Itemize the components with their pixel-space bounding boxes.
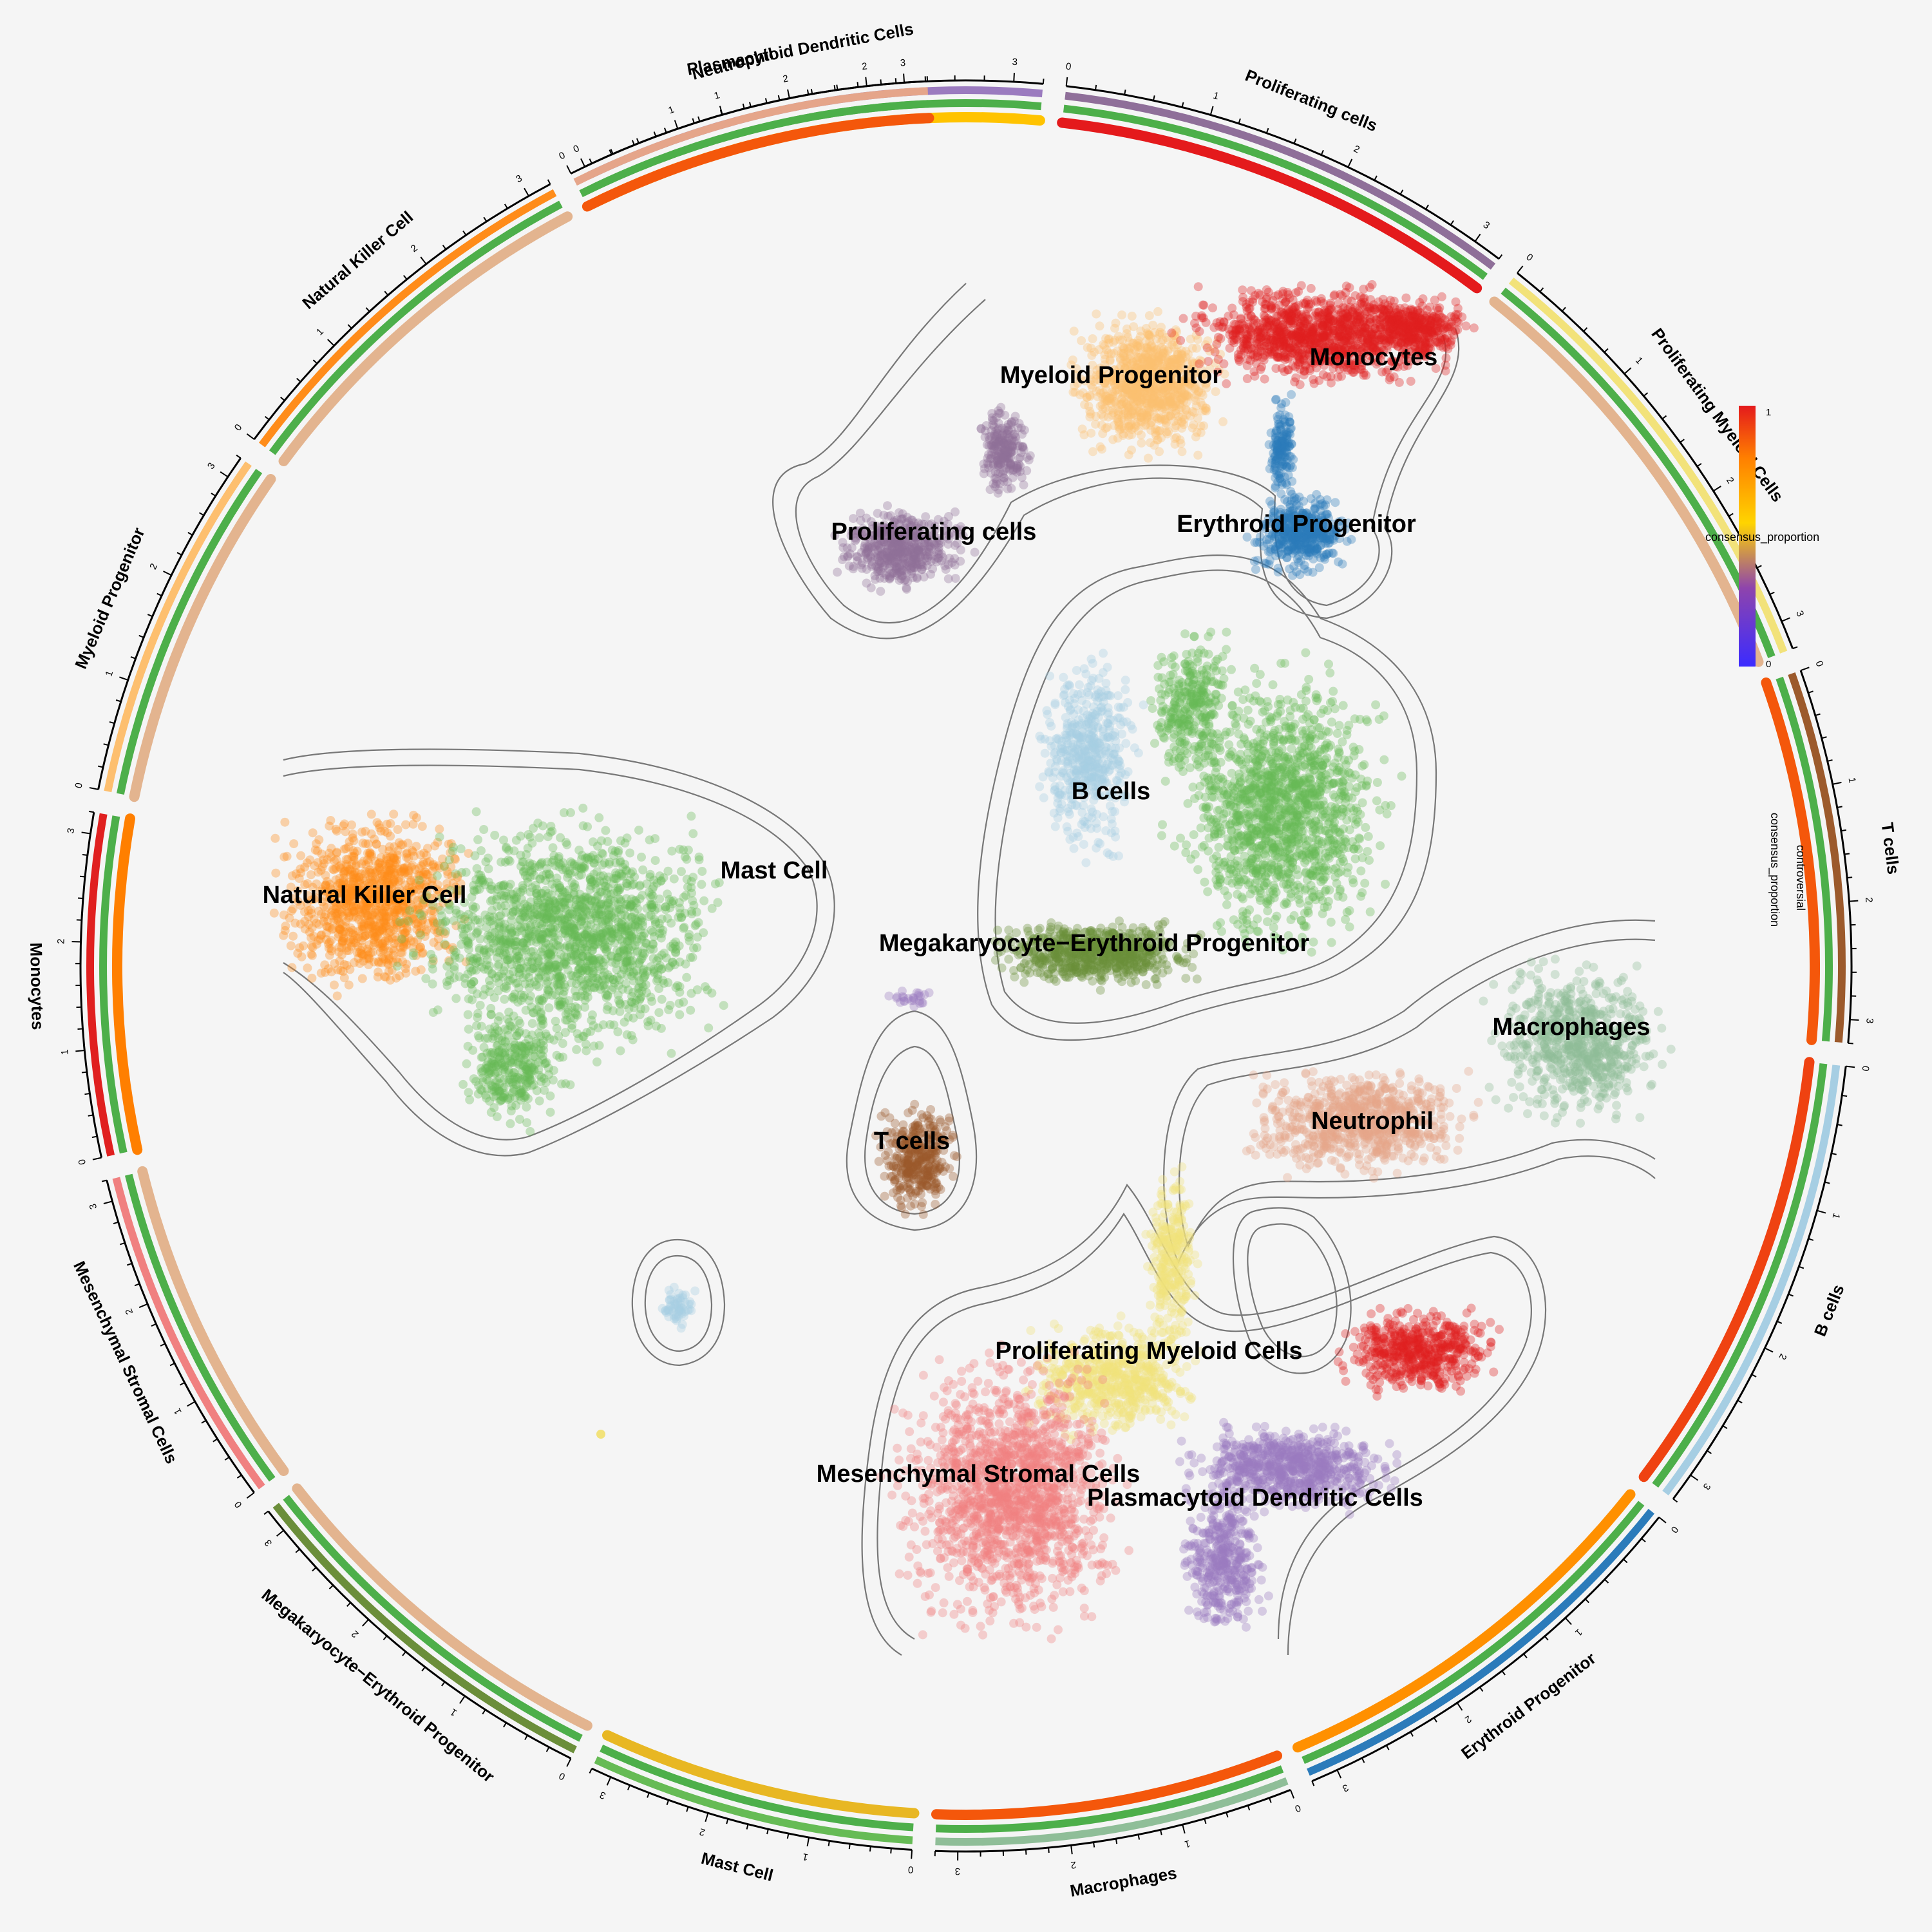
tick-label: 2 xyxy=(1863,897,1875,904)
cluster-mesenchymal-stromal-cells xyxy=(876,1340,1133,1643)
contour-line xyxy=(1232,1207,1352,1374)
cluster-proliferating-cells xyxy=(976,402,1035,498)
cluster-b-cells xyxy=(1035,649,1148,867)
label-plasmacytoid-dendritic-cells: Plasmacytoid Dendritic Cells xyxy=(1087,1484,1423,1511)
cluster-mast-cell xyxy=(1157,648,1406,957)
cluster-plasmacytoid-dendritic-cells xyxy=(1175,1417,1402,1519)
tick-label: 1 xyxy=(59,1049,71,1056)
label-proliferating-myeloid-cells: Proliferating Myeloid Cells xyxy=(995,1338,1302,1365)
contour-line xyxy=(283,748,835,1157)
legend-title: consensus_proportion xyxy=(1705,531,1819,544)
cluster-erythroid-progenitor xyxy=(1264,390,1298,506)
legend-tick-0: 0 xyxy=(1766,659,1771,670)
tick-label: 3 xyxy=(1012,57,1018,68)
track-label-consensus: consensus_proportion xyxy=(1768,813,1781,927)
track-label-controversial: controversial xyxy=(1794,845,1807,911)
cluster-myeloid-progenitor xyxy=(1066,307,1229,463)
contour-line xyxy=(846,1010,978,1231)
contour-line xyxy=(283,764,818,1141)
contour-line xyxy=(864,1045,960,1215)
label-macrophages: Macrophages xyxy=(1493,1014,1651,1041)
label-proliferating-cells: Proliferating cells xyxy=(831,518,1037,545)
tick-label: 0 xyxy=(77,1158,88,1166)
label-neutrophil: Neutrophil xyxy=(1311,1108,1434,1135)
cluster-natural-killer-cell xyxy=(269,810,473,1001)
label-natural-killer-cell: Natural Killer Cell xyxy=(263,882,467,909)
cluster-labels: Myeloid Progenitor Monocytes Proliferating… xyxy=(263,344,1651,1511)
scatter-points xyxy=(269,279,1676,1643)
density-contours xyxy=(283,283,1656,1656)
contour-line xyxy=(1178,938,1656,1248)
contour-line xyxy=(1247,1223,1338,1358)
cluster-monocytes xyxy=(1333,1303,1504,1401)
cluster-mast-cell xyxy=(1146,627,1240,792)
track-side-labels: controversial consensus_proportion xyxy=(1768,813,1807,927)
tick-label: 1 xyxy=(802,1851,809,1862)
tick-label: 0 xyxy=(73,782,85,790)
cluster-plasmacytoid-dendritic-cells xyxy=(884,986,934,1011)
cluster-proliferating-cells xyxy=(830,501,980,596)
cluster-plasmacytoid-dendritic-cells xyxy=(1179,1465,1273,1632)
contour-line xyxy=(644,1255,713,1352)
outlier-point xyxy=(596,1430,605,1439)
contour-line xyxy=(876,1212,1532,1640)
contour-line xyxy=(994,569,1418,1024)
tick-label: 1 xyxy=(1184,1838,1191,1850)
contour-line xyxy=(772,283,1460,639)
tick-label: 2 xyxy=(1070,1859,1077,1871)
cluster-monocytes xyxy=(1365,292,1471,365)
cluster-proliferating-myeloid-cells xyxy=(1141,1162,1202,1353)
contour-line xyxy=(631,1238,726,1367)
label-mesenchymal-stromal-cells: Mesenchymal Stromal Cells xyxy=(817,1461,1141,1488)
tick-label: 0 xyxy=(1860,1065,1871,1072)
label-erythroid-progenitor: Erythroid Progenitor xyxy=(1177,511,1416,538)
cluster-macrophages xyxy=(1479,954,1676,1128)
label-mast-cell: Mast Cell xyxy=(721,857,828,884)
sector-monocytes: 0 1 2 3 Monocytes xyxy=(26,810,143,1166)
cluster-mast-cell xyxy=(459,1010,575,1136)
tick-label: 2 xyxy=(55,938,66,944)
color-legend: 1 0 consensus_proportion xyxy=(1705,406,1819,670)
contour-line xyxy=(795,299,1447,623)
label-t-cells: T cells xyxy=(874,1128,950,1155)
cluster-proliferating-myeloid-cells xyxy=(1021,1311,1205,1444)
cluster-monocytes xyxy=(1167,279,1479,390)
tick-label: 2 xyxy=(861,61,867,72)
tick-label: 0 xyxy=(908,1864,914,1875)
tick-label: 2 xyxy=(782,73,790,85)
cluster-mast-cell xyxy=(392,803,728,1066)
contour-line xyxy=(861,1184,1547,1656)
label-megakaryocyte-erythroid-progenitor: Megakaryocyte−Erythroid Progenitor xyxy=(879,930,1310,957)
tick-label: 3 xyxy=(1864,1018,1875,1023)
label-myeloid-progenitor: Myeloid Progenitor xyxy=(1000,362,1222,389)
contour-line xyxy=(1163,919,1656,1264)
tick-label: 3 xyxy=(955,1866,961,1877)
contour-line xyxy=(977,554,1437,1041)
tick-label: 3 xyxy=(900,57,906,69)
cluster-t-cells xyxy=(871,1099,961,1219)
cluster-b-cells xyxy=(658,1282,700,1333)
cluster-megakaryocyte-erythroid-progenitor xyxy=(990,916,1206,995)
label-monocytes: Monocytes xyxy=(1310,344,1437,371)
tick-label: 0 xyxy=(1065,61,1072,73)
tick-label: 3 xyxy=(65,828,77,835)
legend-tick-1: 1 xyxy=(1766,407,1771,418)
cluster-neutrophil xyxy=(1242,1066,1483,1183)
sector-label-monocytes: Monocytes xyxy=(26,942,48,1030)
label-b-cells: B cells xyxy=(1072,778,1151,805)
cluster-erythroid-progenitor xyxy=(1242,489,1356,580)
legend-colorbar xyxy=(1739,406,1756,667)
tick-label: 1 xyxy=(1846,777,1857,784)
